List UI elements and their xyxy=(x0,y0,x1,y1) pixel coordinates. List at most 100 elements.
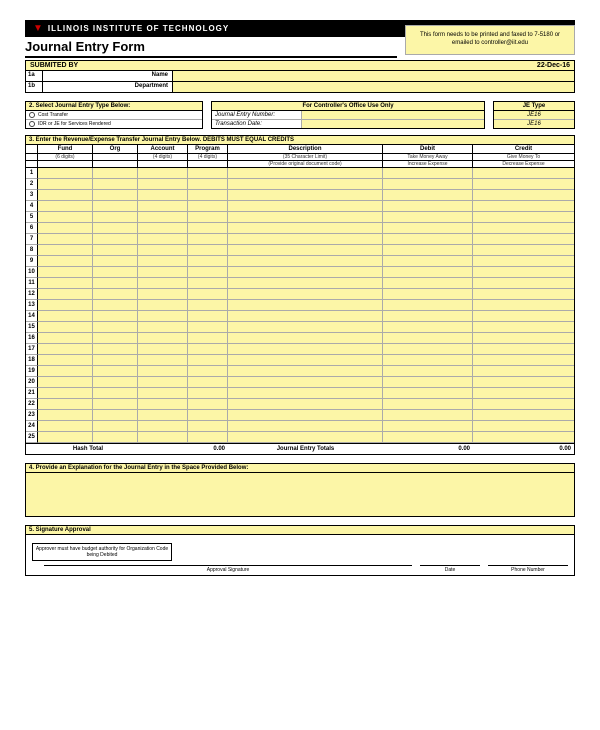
fund-cell[interactable] xyxy=(38,223,93,234)
desc-cell[interactable] xyxy=(228,289,383,300)
org-cell[interactable] xyxy=(93,201,138,212)
fund-cell[interactable] xyxy=(38,190,93,201)
program-cell[interactable] xyxy=(188,278,228,289)
program-cell[interactable] xyxy=(188,311,228,322)
program-cell[interactable] xyxy=(188,289,228,300)
debit-cell[interactable] xyxy=(383,289,473,300)
desc-cell[interactable] xyxy=(228,432,383,443)
desc-cell[interactable] xyxy=(228,322,383,333)
debit-cell[interactable] xyxy=(383,168,473,179)
account-cell[interactable] xyxy=(138,344,188,355)
program-cell[interactable] xyxy=(188,421,228,432)
desc-cell[interactable] xyxy=(228,377,383,388)
org-cell[interactable] xyxy=(93,410,138,421)
credit-cell[interactable] xyxy=(473,432,574,443)
desc-cell[interactable] xyxy=(228,223,383,234)
je-number-input[interactable] xyxy=(302,111,484,119)
fund-cell[interactable] xyxy=(38,333,93,344)
credit-cell[interactable] xyxy=(473,168,574,179)
desc-cell[interactable] xyxy=(228,333,383,344)
account-cell[interactable] xyxy=(138,355,188,366)
fund-cell[interactable] xyxy=(38,245,93,256)
desc-cell[interactable] xyxy=(228,410,383,421)
program-cell[interactable] xyxy=(188,223,228,234)
desc-cell[interactable] xyxy=(228,300,383,311)
org-cell[interactable] xyxy=(93,234,138,245)
org-cell[interactable] xyxy=(93,212,138,223)
credit-cell[interactable] xyxy=(473,223,574,234)
credit-cell[interactable] xyxy=(473,256,574,267)
program-cell[interactable] xyxy=(188,344,228,355)
credit-cell[interactable] xyxy=(473,399,574,410)
program-cell[interactable] xyxy=(188,399,228,410)
desc-cell[interactable] xyxy=(228,366,383,377)
program-cell[interactable] xyxy=(188,366,228,377)
credit-cell[interactable] xyxy=(473,289,574,300)
credit-cell[interactable] xyxy=(473,388,574,399)
program-cell[interactable] xyxy=(188,410,228,421)
debit-cell[interactable] xyxy=(383,355,473,366)
debit-cell[interactable] xyxy=(383,245,473,256)
debit-cell[interactable] xyxy=(383,333,473,344)
desc-cell[interactable] xyxy=(228,278,383,289)
account-cell[interactable] xyxy=(138,421,188,432)
desc-cell[interactable] xyxy=(228,421,383,432)
fund-cell[interactable] xyxy=(38,234,93,245)
debit-cell[interactable] xyxy=(383,223,473,234)
org-cell[interactable] xyxy=(93,366,138,377)
program-cell[interactable] xyxy=(188,267,228,278)
program-cell[interactable] xyxy=(188,256,228,267)
org-cell[interactable] xyxy=(93,311,138,322)
fund-cell[interactable] xyxy=(38,421,93,432)
debit-cell[interactable] xyxy=(383,388,473,399)
account-cell[interactable] xyxy=(138,168,188,179)
desc-cell[interactable] xyxy=(228,201,383,212)
fund-cell[interactable] xyxy=(38,168,93,179)
account-cell[interactable] xyxy=(138,388,188,399)
fund-cell[interactable] xyxy=(38,300,93,311)
credit-cell[interactable] xyxy=(473,377,574,388)
fund-cell[interactable] xyxy=(38,322,93,333)
program-cell[interactable] xyxy=(188,355,228,366)
radio-idr[interactable]: IDR or JE for Services Rendered xyxy=(26,119,202,128)
debit-cell[interactable] xyxy=(383,366,473,377)
debit-cell[interactable] xyxy=(383,190,473,201)
account-cell[interactable] xyxy=(138,322,188,333)
credit-cell[interactable] xyxy=(473,278,574,289)
account-cell[interactable] xyxy=(138,410,188,421)
credit-cell[interactable] xyxy=(473,322,574,333)
program-cell[interactable] xyxy=(188,234,228,245)
program-cell[interactable] xyxy=(188,190,228,201)
org-cell[interactable] xyxy=(93,344,138,355)
desc-cell[interactable] xyxy=(228,179,383,190)
account-cell[interactable] xyxy=(138,223,188,234)
account-cell[interactable] xyxy=(138,333,188,344)
fund-cell[interactable] xyxy=(38,179,93,190)
account-cell[interactable] xyxy=(138,366,188,377)
program-cell[interactable] xyxy=(188,300,228,311)
debit-cell[interactable] xyxy=(383,399,473,410)
fund-cell[interactable] xyxy=(38,344,93,355)
dept-input[interactable] xyxy=(173,82,575,93)
account-cell[interactable] xyxy=(138,179,188,190)
credit-cell[interactable] xyxy=(473,410,574,421)
debit-cell[interactable] xyxy=(383,432,473,443)
credit-cell[interactable] xyxy=(473,333,574,344)
account-cell[interactable] xyxy=(138,311,188,322)
debit-cell[interactable] xyxy=(383,267,473,278)
account-cell[interactable] xyxy=(138,212,188,223)
program-cell[interactable] xyxy=(188,333,228,344)
fund-cell[interactable] xyxy=(38,432,93,443)
desc-cell[interactable] xyxy=(228,212,383,223)
desc-cell[interactable] xyxy=(228,267,383,278)
explanation-input[interactable] xyxy=(25,473,575,517)
credit-cell[interactable] xyxy=(473,212,574,223)
credit-cell[interactable] xyxy=(473,190,574,201)
org-cell[interactable] xyxy=(93,168,138,179)
fund-cell[interactable] xyxy=(38,366,93,377)
account-cell[interactable] xyxy=(138,245,188,256)
credit-cell[interactable] xyxy=(473,234,574,245)
org-cell[interactable] xyxy=(93,399,138,410)
org-cell[interactable] xyxy=(93,223,138,234)
fund-cell[interactable] xyxy=(38,267,93,278)
